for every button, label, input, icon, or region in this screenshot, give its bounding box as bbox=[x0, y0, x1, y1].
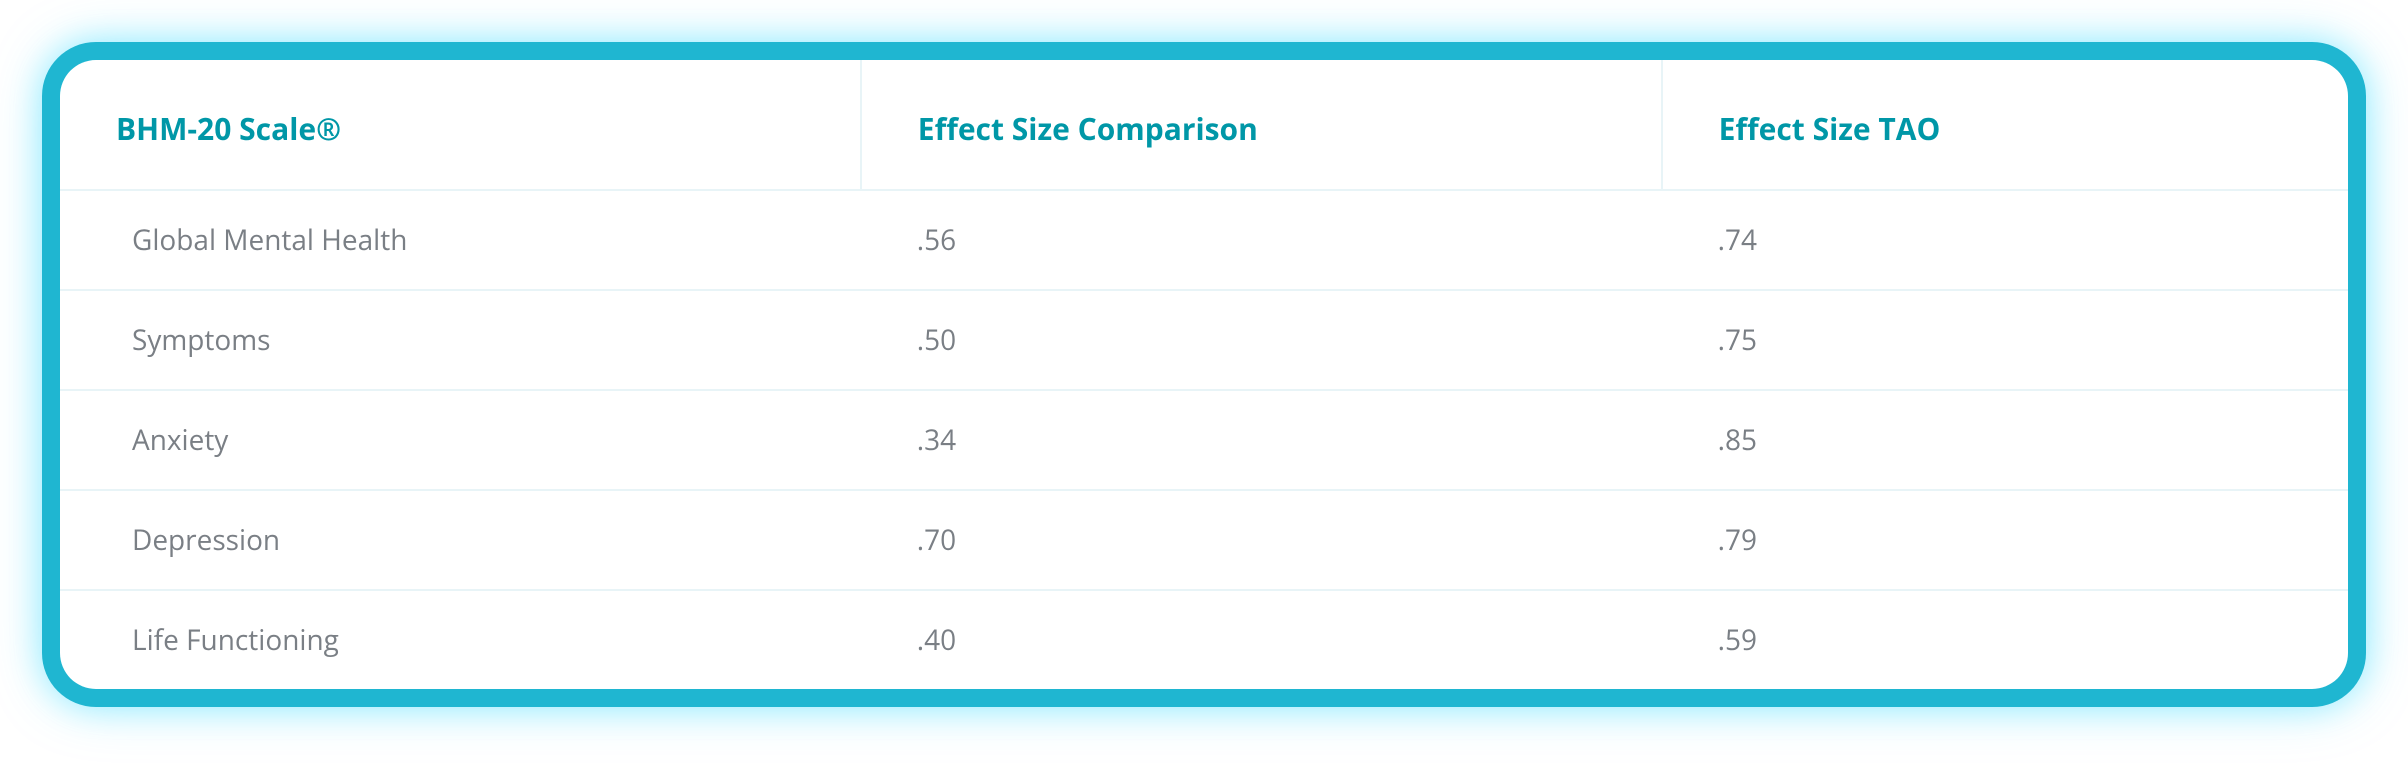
cell-comparison: .50 bbox=[861, 290, 1662, 390]
cell-tao: .79 bbox=[1662, 490, 2348, 590]
cell-tao: .74 bbox=[1662, 190, 2348, 290]
table-row: Life Functioning .40 .59 bbox=[60, 590, 2348, 689]
cell-scale: Global Mental Health bbox=[60, 190, 861, 290]
table-row: Depression .70 .79 bbox=[60, 490, 2348, 590]
table-row: Anxiety .34 .85 bbox=[60, 390, 2348, 490]
cell-tao: .85 bbox=[1662, 390, 2348, 490]
cell-scale: Symptoms bbox=[60, 290, 861, 390]
cell-comparison: .70 bbox=[861, 490, 1662, 590]
cell-scale: Life Functioning bbox=[60, 590, 861, 689]
cell-tao: .59 bbox=[1662, 590, 2348, 689]
col-header-comparison: Effect Size Comparison bbox=[861, 60, 1662, 190]
data-table-card: BHM-20 Scale® Effect Size Comparison Eff… bbox=[60, 60, 2348, 689]
cell-comparison: .56 bbox=[861, 190, 1662, 290]
effect-size-table: BHM-20 Scale® Effect Size Comparison Eff… bbox=[60, 60, 2348, 689]
cell-comparison: .40 bbox=[861, 590, 1662, 689]
cell-tao: .75 bbox=[1662, 290, 2348, 390]
table-header-row: BHM-20 Scale® Effect Size Comparison Eff… bbox=[60, 60, 2348, 190]
cell-comparison: .34 bbox=[861, 390, 1662, 490]
table-row: Global Mental Health .56 .74 bbox=[60, 190, 2348, 290]
table-row: Symptoms .50 .75 bbox=[60, 290, 2348, 390]
col-header-scale: BHM-20 Scale® bbox=[60, 60, 861, 190]
col-header-tao: Effect Size TAO bbox=[1662, 60, 2348, 190]
cell-scale: Depression bbox=[60, 490, 861, 590]
cell-scale: Anxiety bbox=[60, 390, 861, 490]
